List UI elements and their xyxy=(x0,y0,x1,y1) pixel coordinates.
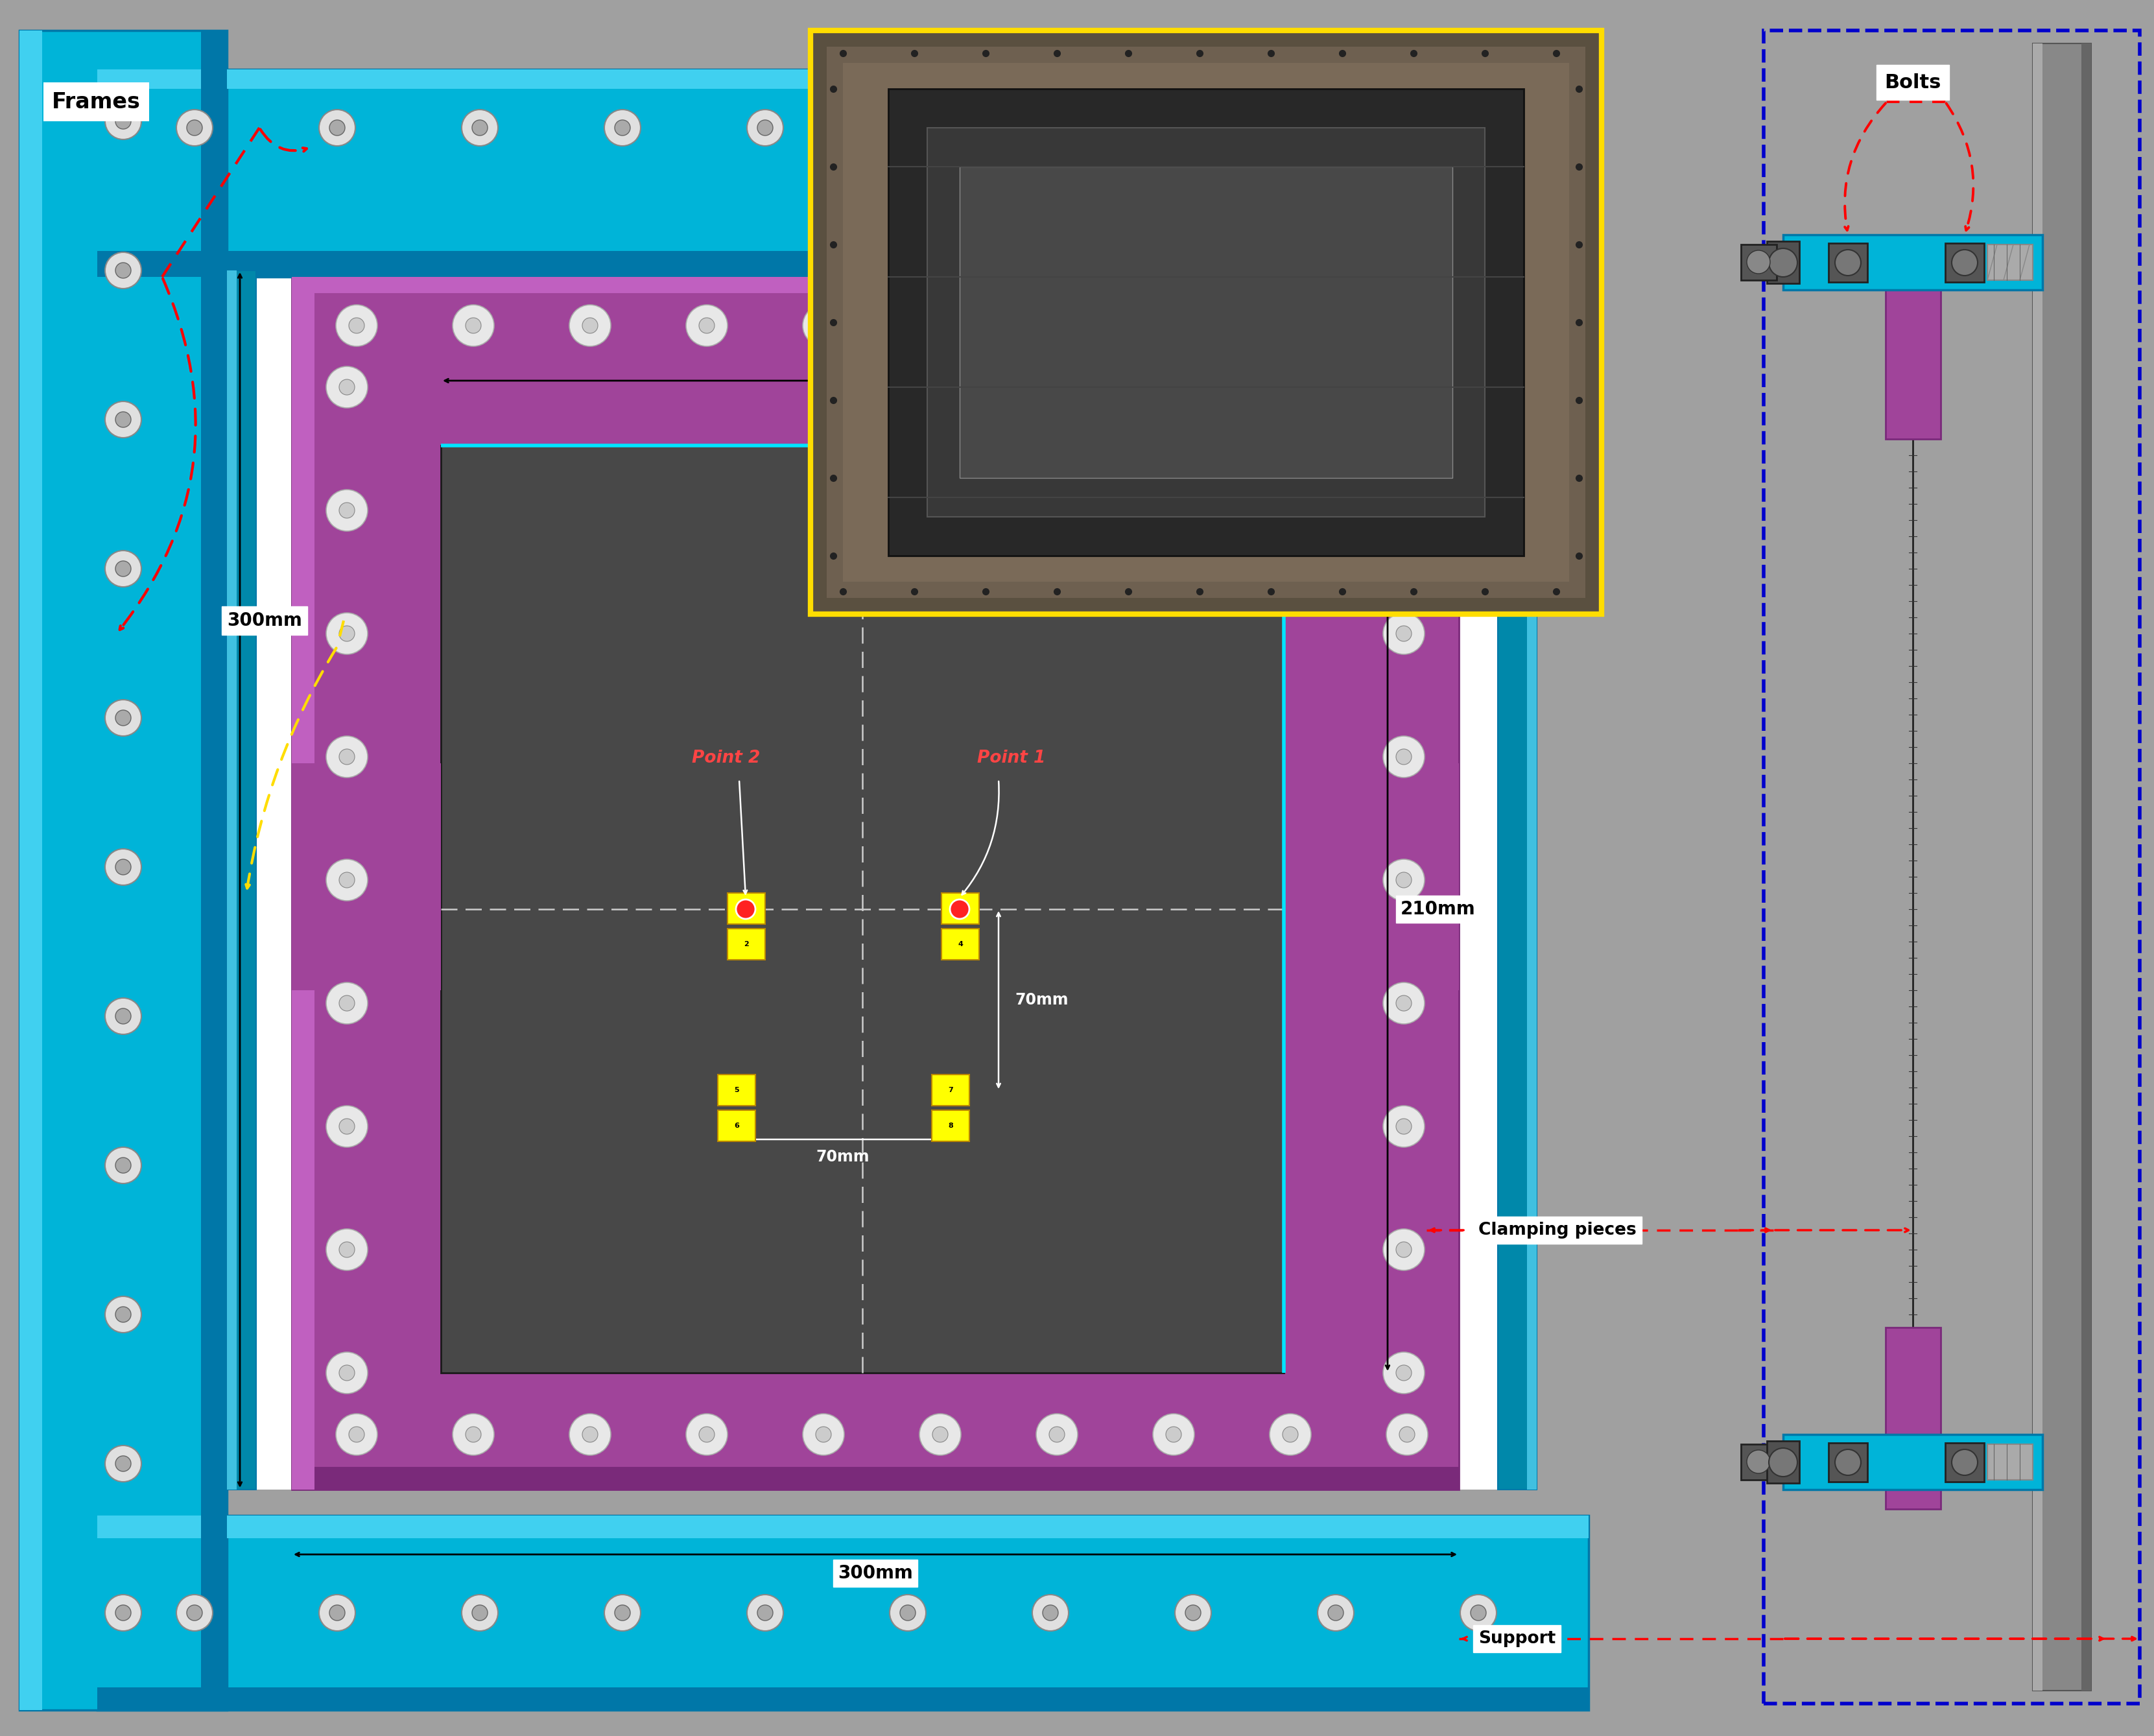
FancyBboxPatch shape xyxy=(1766,241,1799,283)
Circle shape xyxy=(472,120,487,135)
Text: Bolts: Bolts xyxy=(1885,73,1941,92)
Circle shape xyxy=(325,1106,368,1147)
Circle shape xyxy=(1383,1352,1424,1394)
FancyBboxPatch shape xyxy=(226,271,237,1489)
FancyBboxPatch shape xyxy=(1829,243,1868,281)
Circle shape xyxy=(582,1427,599,1443)
Circle shape xyxy=(1152,306,1193,345)
FancyBboxPatch shape xyxy=(19,31,226,1710)
Circle shape xyxy=(325,366,368,408)
Circle shape xyxy=(336,1413,377,1455)
FancyBboxPatch shape xyxy=(19,31,43,1710)
Circle shape xyxy=(330,1606,345,1621)
Circle shape xyxy=(116,710,131,726)
Text: 7: 7 xyxy=(948,1087,952,1094)
Circle shape xyxy=(1165,1427,1180,1443)
Circle shape xyxy=(1471,120,1486,135)
Circle shape xyxy=(106,1297,142,1333)
Circle shape xyxy=(1387,306,1428,345)
Circle shape xyxy=(1383,490,1424,531)
Circle shape xyxy=(338,748,355,764)
FancyBboxPatch shape xyxy=(1764,31,2139,1703)
Circle shape xyxy=(116,1307,131,1323)
FancyBboxPatch shape xyxy=(291,1467,1458,1489)
Circle shape xyxy=(1396,748,1411,764)
Text: 1: 1 xyxy=(743,904,750,911)
Circle shape xyxy=(1327,120,1344,135)
Circle shape xyxy=(336,306,377,345)
Text: 2: 2 xyxy=(743,941,750,948)
Circle shape xyxy=(1396,1241,1411,1257)
Circle shape xyxy=(582,318,599,333)
FancyBboxPatch shape xyxy=(961,167,1452,477)
Circle shape xyxy=(461,1595,498,1630)
Circle shape xyxy=(106,998,142,1035)
FancyBboxPatch shape xyxy=(717,1075,756,1106)
Text: 5: 5 xyxy=(735,1087,739,1094)
Circle shape xyxy=(116,113,131,128)
Circle shape xyxy=(1396,503,1411,517)
Circle shape xyxy=(1036,1413,1077,1455)
Circle shape xyxy=(569,1413,612,1455)
FancyBboxPatch shape xyxy=(97,69,1590,278)
Circle shape xyxy=(700,318,715,333)
Circle shape xyxy=(452,1413,493,1455)
Circle shape xyxy=(890,1595,926,1630)
Text: 6: 6 xyxy=(735,1123,739,1128)
Text: 300mm: 300mm xyxy=(838,1564,913,1581)
Circle shape xyxy=(106,1446,142,1483)
Circle shape xyxy=(461,109,498,146)
FancyBboxPatch shape xyxy=(1784,1434,2042,1489)
Circle shape xyxy=(116,1457,131,1472)
Circle shape xyxy=(1185,120,1200,135)
FancyBboxPatch shape xyxy=(200,31,226,1710)
FancyBboxPatch shape xyxy=(97,69,1590,89)
FancyBboxPatch shape xyxy=(1988,1444,2033,1479)
Circle shape xyxy=(116,1009,131,1024)
Circle shape xyxy=(325,613,368,654)
Circle shape xyxy=(900,120,915,135)
Circle shape xyxy=(338,503,355,517)
Circle shape xyxy=(1952,250,1977,276)
Circle shape xyxy=(920,1413,961,1455)
FancyBboxPatch shape xyxy=(1497,271,1536,1489)
Circle shape xyxy=(1400,1427,1415,1443)
Circle shape xyxy=(1043,120,1058,135)
Circle shape xyxy=(1383,366,1424,408)
Circle shape xyxy=(1387,1413,1428,1455)
Circle shape xyxy=(1282,1427,1299,1443)
Circle shape xyxy=(803,1413,844,1455)
Circle shape xyxy=(700,1427,715,1443)
Circle shape xyxy=(1185,1606,1200,1621)
Circle shape xyxy=(605,1595,640,1630)
Circle shape xyxy=(1396,625,1411,641)
Circle shape xyxy=(1460,1595,1497,1630)
FancyBboxPatch shape xyxy=(1945,243,1984,281)
Circle shape xyxy=(1768,1448,1796,1477)
Circle shape xyxy=(1747,250,1771,274)
Circle shape xyxy=(1165,318,1180,333)
Text: 70mm: 70mm xyxy=(1015,993,1068,1009)
Circle shape xyxy=(106,700,142,736)
FancyBboxPatch shape xyxy=(291,764,442,990)
FancyBboxPatch shape xyxy=(97,1516,1590,1538)
Text: Support: Support xyxy=(1478,1630,1555,1647)
Circle shape xyxy=(116,859,131,875)
FancyBboxPatch shape xyxy=(1829,1443,1868,1483)
Circle shape xyxy=(1318,109,1355,146)
Circle shape xyxy=(1747,1450,1771,1474)
Circle shape xyxy=(1400,318,1415,333)
FancyBboxPatch shape xyxy=(2081,43,2092,1691)
Circle shape xyxy=(1383,1229,1424,1271)
Circle shape xyxy=(325,859,368,901)
Circle shape xyxy=(325,983,368,1024)
Circle shape xyxy=(116,561,131,576)
Circle shape xyxy=(325,736,368,778)
FancyBboxPatch shape xyxy=(842,62,1568,582)
Circle shape xyxy=(116,262,131,278)
Circle shape xyxy=(106,401,142,437)
FancyBboxPatch shape xyxy=(291,271,1458,293)
Circle shape xyxy=(465,1427,480,1443)
Circle shape xyxy=(1471,1606,1486,1621)
